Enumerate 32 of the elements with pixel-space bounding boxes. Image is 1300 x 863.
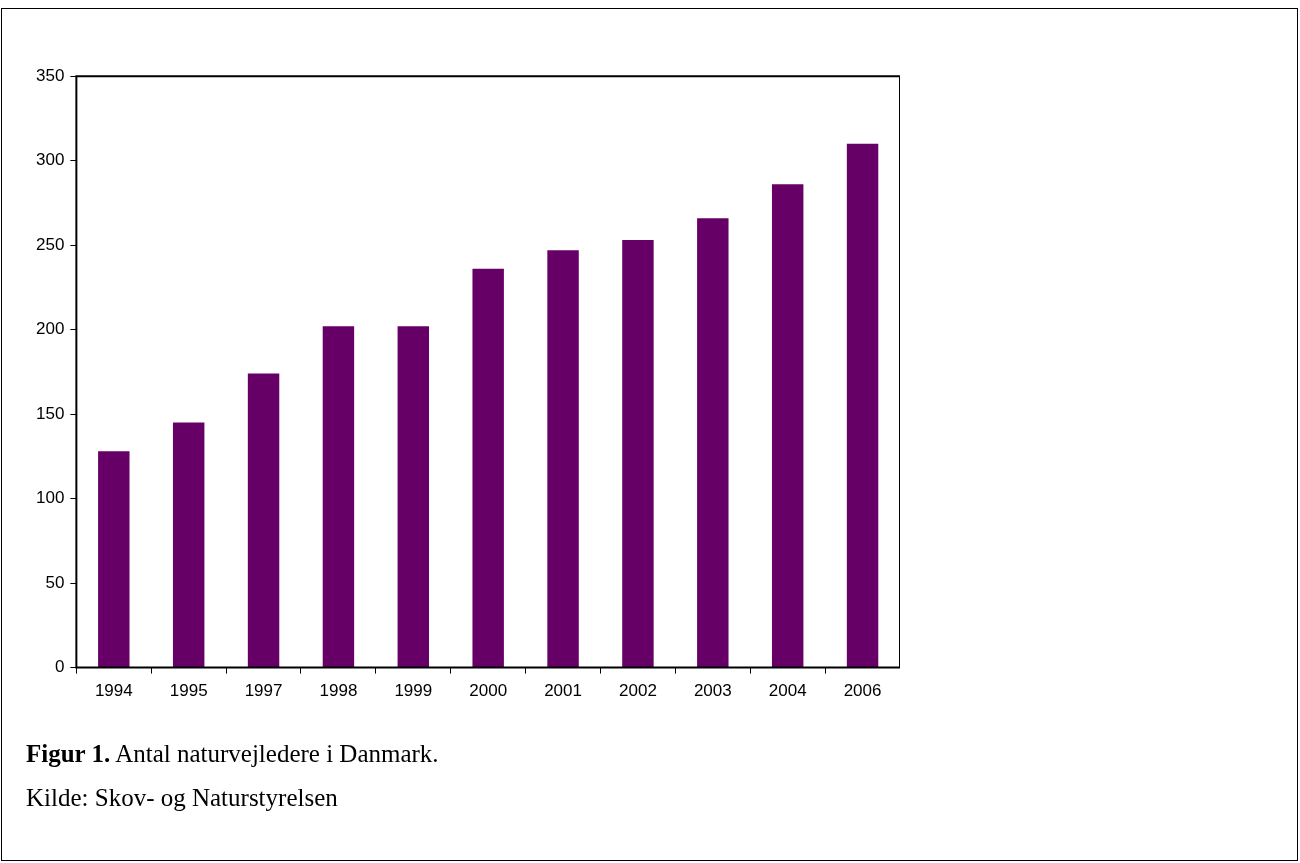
y-tick-label: 100 — [35, 488, 65, 508]
y-tick-label: 150 — [35, 403, 65, 423]
y-tick-label: 300 — [35, 150, 65, 170]
text: Kilde: Skov- og Naturstyrelsen — [26, 784, 338, 812]
y-tick-label: 350 — [35, 65, 65, 85]
x-tick-label: 1999 — [394, 681, 433, 701]
bar — [846, 143, 879, 668]
x-tick-label: 2006 — [843, 681, 882, 701]
bar — [622, 240, 654, 668]
x-tick-label: 1994 — [94, 681, 133, 701]
bar — [397, 326, 430, 668]
y-tick-label: 250 — [35, 234, 65, 254]
y-tick-label: 200 — [35, 319, 65, 339]
x-tick-label: 2002 — [619, 681, 657, 701]
bar — [322, 326, 355, 668]
x-tick-label: 1995 — [169, 681, 208, 701]
x-tick-label: 2001 — [544, 681, 582, 701]
x-tick-label: 2000 — [469, 681, 508, 701]
bar — [172, 422, 205, 668]
y-tick-label: 0 — [54, 657, 65, 677]
x-tick-label: 1998 — [319, 681, 358, 701]
bar — [697, 218, 729, 668]
bar — [771, 184, 804, 668]
bar — [98, 451, 130, 668]
y-tick-label: 50 — [45, 572, 65, 592]
text: Figur 1. Antal naturvejledere i Danmark. — [26, 740, 439, 768]
bar — [247, 373, 280, 668]
x-tick-label: 1997 — [244, 681, 283, 701]
x-tick-label: 2004 — [768, 681, 807, 701]
bar — [547, 250, 579, 668]
bar — [472, 268, 504, 668]
x-tick-label: 2003 — [693, 681, 732, 701]
